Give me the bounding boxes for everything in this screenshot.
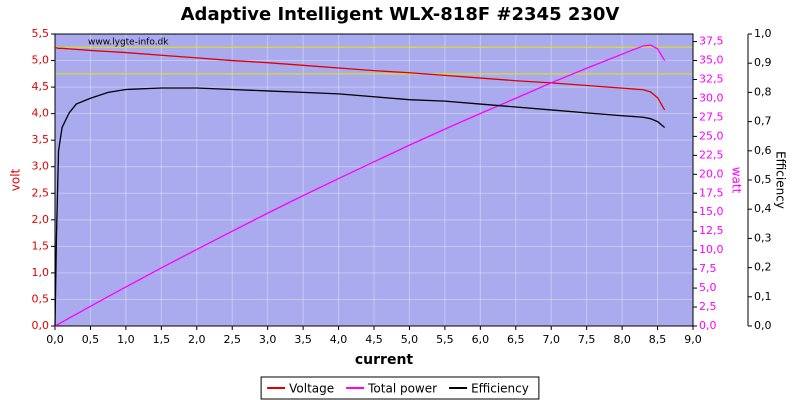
x-tick-label: 9,0: [684, 333, 702, 346]
y3-tick-label: 0,7: [754, 115, 772, 128]
y2-tick-label: 12,5: [699, 224, 724, 237]
y-tick-label: 2,5: [32, 186, 50, 199]
x-tick-label: 4,0: [330, 333, 348, 346]
y2-tick-label: 30,0: [699, 91, 724, 104]
y-tick-label: 1,5: [32, 239, 50, 252]
y-tick-label: 4,5: [32, 80, 50, 93]
y3-tick-label: 0,2: [754, 261, 772, 274]
legend-box: [260, 376, 540, 400]
y-tick-label: 0,5: [32, 292, 50, 305]
y2-tick-label: 37,5: [699, 35, 724, 48]
x-tick-label: 3,0: [259, 333, 277, 346]
y-tick-label: 5,5: [32, 27, 50, 40]
legend-label: Total power: [367, 382, 437, 396]
x-tick-label: 3,5: [294, 333, 312, 346]
y2-tick-label: 15,0: [699, 205, 724, 218]
y2-tick-label: 27,5: [699, 110, 724, 123]
chart-title: Adaptive Intelligent WLX-818F #2345 230V: [181, 4, 620, 25]
x-tick-label: 7,5: [578, 333, 596, 346]
y2-tick-label: 25,0: [699, 129, 724, 142]
y3-axis-label: Efficiency: [774, 151, 788, 209]
y-tick-label: 5,0: [32, 54, 50, 67]
y2-tick-label: 0,0: [699, 319, 717, 332]
x-tick-label: 1,5: [153, 333, 171, 346]
y3-tick-label: 0,9: [754, 56, 772, 69]
y2-tick-label: 10,0: [699, 243, 724, 256]
x-tick-label: 2,5: [223, 333, 241, 346]
y3-tick-label: 0,5: [754, 173, 772, 186]
y3-tick-label: 1,0: [754, 27, 772, 40]
x-tick-label: 4,5: [365, 333, 383, 346]
x-tick-label: 1,0: [117, 333, 135, 346]
watermark: www.lygte-info.dk: [88, 38, 169, 48]
y-axis-label: volt: [9, 168, 23, 191]
y3-tick-label: 0,4: [754, 202, 772, 215]
y2-tick-label: 2,5: [699, 300, 717, 313]
y-tick-label: 2,0: [32, 213, 50, 226]
x-tick-label: 6,5: [507, 333, 525, 346]
y-tick-label: 3,0: [32, 160, 50, 173]
plot-frame: [54, 33, 694, 327]
legend: Voltage Total power Efficiency: [260, 376, 540, 400]
x-tick-label: 7,0: [542, 333, 560, 346]
y3-tick-label: 0,0: [754, 319, 772, 332]
y-tick-label: 3,5: [32, 133, 50, 146]
legend-label: Voltage: [289, 382, 334, 396]
x-tick-label: 5,5: [436, 333, 454, 346]
series-line: [54, 87, 666, 327]
y3-tick-label: 0,6: [754, 144, 772, 157]
y2-tick-label: 20,0: [699, 167, 724, 180]
x-tick-label: 6,0: [472, 333, 490, 346]
x-tick-label: 2,0: [188, 333, 206, 346]
series-line: [54, 44, 666, 327]
y3-tick-label: 0,3: [754, 231, 772, 244]
y3-tick-label: 0,1: [754, 290, 772, 303]
y2-tick-label: 5,0: [699, 281, 717, 294]
y2-tick-label: 35,0: [699, 54, 724, 67]
y2-axis-label: watt: [730, 167, 744, 194]
x-axis-label: current: [355, 352, 414, 368]
x-tick-label: 8,0: [613, 333, 631, 346]
y2-tick-label: 22,5: [699, 148, 724, 161]
y3-tick-label: 0,8: [754, 85, 772, 98]
x-tick-label: 0,5: [82, 333, 100, 346]
plot-area: [55, 34, 693, 326]
y-tick-label: 4,0: [32, 107, 50, 120]
series-line: [55, 47, 666, 111]
y2-tick-label: 32,5: [699, 73, 724, 86]
y-tick-label: 1,0: [32, 266, 50, 279]
y2-tick-label: 7,5: [699, 262, 717, 275]
legend-label: Efficiency: [471, 382, 529, 396]
y-tick-label: 0,0: [32, 319, 50, 332]
x-tick-label: 5,0: [401, 333, 419, 346]
x-tick-label: 0,0: [46, 333, 64, 346]
y2-tick-label: 17,5: [699, 186, 724, 199]
x-tick-label: 8,5: [649, 333, 667, 346]
